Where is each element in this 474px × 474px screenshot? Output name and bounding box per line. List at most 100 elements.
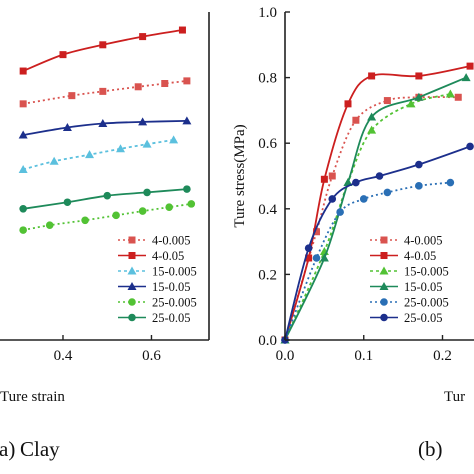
left-series-4-0_05-point [178,26,186,34]
left-legend-swatch-marker [127,282,137,290]
left-series-15-0_05-point [62,122,72,131]
left-series-4-0_005-point [183,77,191,85]
left-series-4-0_05-point [59,51,67,59]
left-series-15-0_005-point [142,139,152,148]
right-series-15-0_05-point [461,73,471,82]
left-series-15-0_005 [18,135,179,173]
right-legend-swatch-marker [379,282,389,290]
left-series-15-0_005-point [116,144,126,153]
right-y-tick-label: 0.8 [258,71,277,87]
left-legend-label: 15-0.05 [152,280,191,294]
left-series-25-0_05-point [143,188,151,197]
left-series-4-0_05-point [139,33,147,41]
left-caption-text: Clay [20,437,60,461]
right-series-25-0_05-point [415,160,423,169]
left-series-25-0_05-line [23,188,187,210]
left-series-25-0_005-point [138,207,147,215]
left-caption-prefix: (a) [0,437,15,461]
right-legend-label: 25-0.005 [404,296,449,310]
left-series-25-0_005-point [187,200,196,208]
left-legend-item: 4-0.005 [118,234,191,248]
left-series-15-0_05-point [138,117,148,126]
left-series-25-0_005-point [165,203,173,211]
right-plot-area [280,62,474,344]
right-legend-item: 4-0.005 [370,234,443,248]
right-series-4-0_05-point [415,72,423,80]
right-series-15-0_005-point [367,125,377,134]
right-series-4-0_05-point [320,175,328,183]
left-series-25-0_05-point [103,191,112,200]
right-legend-label: 4-0.05 [404,249,436,263]
left-series-15-0_005-point [169,135,179,144]
left-series-4-0_005-point [134,83,142,91]
right-series-15-0_05-point [367,112,377,121]
left-series-25-0_05-point [63,198,72,207]
right-legend-label: 15-0.005 [404,265,449,279]
right-series-15-0_05-point [319,253,329,262]
left-series-15-0_05 [18,116,192,139]
left-series-4-0_05-point [19,67,27,75]
left-legend-label: 15-0.005 [152,265,197,279]
left-series-25-0_05 [19,185,191,213]
left-x-tick-label: 0.6 [142,348,161,364]
left-x-tick-label: 0.4 [54,348,73,364]
left-series-4-0_05 [19,26,186,75]
right-y-tick-label: 1.0 [258,5,277,21]
right-legend-swatch-marker [380,252,388,259]
right-series-25-0_05-point [466,142,474,151]
right-x-tick-label: 0.2 [433,348,452,364]
right-series-4-0_005-point [383,97,391,105]
left-series-4-0_005-point [161,80,169,88]
right-series-15-0_005-point [445,89,455,98]
left-series-15-0_05-point [182,116,192,125]
right-legend-item: 15-0.05 [370,280,443,294]
right-y-tick-label: 0.4 [258,202,277,218]
left-legend-swatch-marker [128,313,136,322]
right-series-25-0_005-point [336,208,344,216]
right-legend-item: 25-0.05 [370,311,443,325]
right-y-tick-label: 0.6 [258,136,277,152]
right-series-4-0_005-point [352,116,360,124]
right-x-tick-label: 0.1 [354,348,373,364]
right-legend-label: 4-0.005 [404,234,443,248]
right-axes: 0.0 0.1 0.2 0.0 0.2 0.4 0.6 0.8 1.0 [258,5,474,364]
right-legend-swatch-marker [380,236,388,244]
left-series-25-0_05-point [19,205,27,213]
right-legend-label: 25-0.05 [404,311,443,325]
right-series-25-0_005-point [359,195,368,203]
right-y-tick-label: 0.2 [258,267,277,283]
right-caption: (b) [418,437,443,461]
right-series-4-0_005-point [454,93,462,101]
left-legend-item: 4-0.05 [118,249,184,263]
left-legend-item: 15-0.005 [118,265,197,279]
left-caption: (a) Clay [0,437,60,461]
left-legend-label: 4-0.05 [152,249,184,263]
left-legend-swatch-marker [128,236,136,244]
left-legend-swatch-marker [127,266,137,275]
right-legend-item: 4-0.05 [370,249,436,263]
left-series-4-0_005-point [19,100,27,108]
right-legend-label: 15-0.05 [404,280,443,294]
left-series-25-0_005 [19,200,196,234]
left-series-4-0_005 [19,77,191,108]
right-series-25-0_05-point [352,178,360,187]
left-series-4-0_05-point [99,41,107,49]
left-legend-item: 15-0.05 [118,280,191,294]
left-legend-label: 25-0.005 [152,296,197,310]
left-series-25-0_005-point [112,211,120,220]
right-series-25-0_005-point [446,178,455,187]
right-series-25-0_005-point [415,182,423,190]
right-legend-swatch-marker [380,313,388,322]
right-x-axis-label: Tur [444,389,465,405]
left-series-25-0_05-point [183,185,191,193]
left-series-15-0_005-point [49,156,59,165]
right-series-25-0_05 [281,142,474,344]
right-y-axis-label: Ture stress(MPa) [232,124,248,227]
left-x-axis-label: Ture strain [0,389,65,405]
left-legend-swatch-marker [128,252,136,259]
left-plot-area [18,26,196,234]
right-series-4-0_005-point [313,228,320,236]
